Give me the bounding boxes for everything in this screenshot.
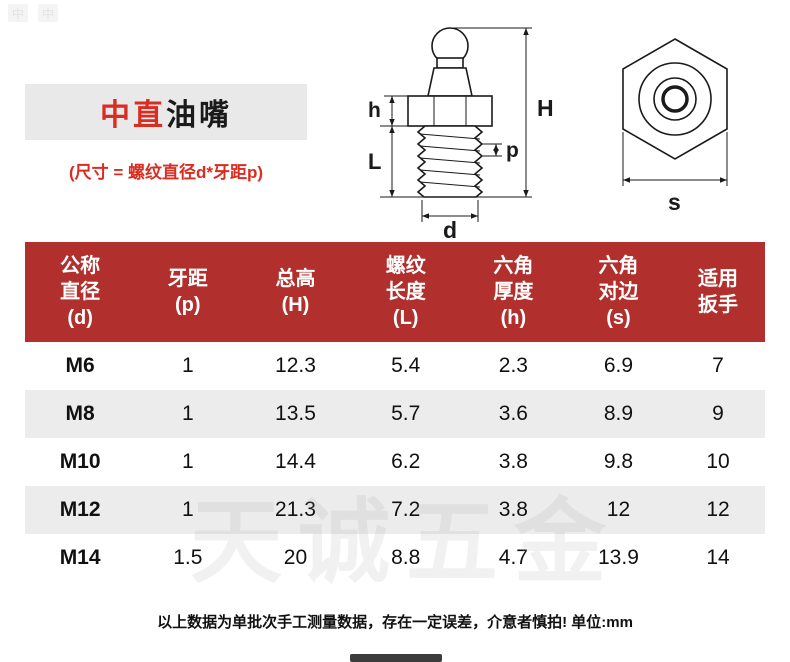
size-formula-note: (尺寸 = 螺纹直径d*牙距p) [68, 163, 264, 182]
hex-top-view-diagram [622, 38, 728, 160]
table-cell: 8.8 [391, 546, 421, 569]
table-cell: 3.8 [498, 498, 528, 521]
header-wrench-size: 适用 扳手 [670, 242, 765, 342]
table-cell: M8 [65, 402, 95, 425]
table-cell: 1.5 [173, 546, 203, 569]
header-nominal-diameter: 公称 直径 (d) [25, 242, 136, 342]
dim-label-d: d [443, 217, 457, 242]
table-cell: 6.9 [603, 354, 634, 377]
dim-label-s: s [668, 189, 681, 215]
table-cell: 5.4 [391, 354, 421, 377]
table-cell: 14 [706, 546, 730, 569]
dim-label-H: H [537, 95, 554, 121]
table-cell: M14 [59, 546, 101, 569]
dimension-lines [380, 27, 532, 222]
corner-watermark: 中 中 [8, 4, 58, 22]
table-cell: 13.9 [598, 546, 639, 569]
table-row: M12 1 21.3 7.2 3.8 12 12 [25, 486, 765, 534]
product-title-red: 中直 [100, 99, 166, 132]
table-cell: M6 [65, 354, 95, 377]
table-row: M14 1.5 20 8.8 4.7 13.9 14 [25, 534, 765, 582]
grease-nipple-diagram: h L H p d s [368, 27, 728, 243]
header-thread-length: 螺纹 长度 (L) [350, 242, 461, 342]
table-cell: 1 [181, 354, 194, 377]
table-cell: 3.8 [498, 450, 528, 473]
dim-label-h: h [368, 99, 381, 122]
table-cell: 7 [712, 354, 724, 377]
spec-table: 公称 直径 (d) 牙距 (p) 总高 (H) 螺纹 长度 (L) 六角 厚度 … [25, 242, 765, 582]
table-cell: 12 [706, 498, 730, 521]
table-cell: 10 [706, 450, 730, 473]
table-cell: 3.6 [498, 402, 528, 425]
table-cell: 1 [181, 498, 194, 521]
table-cell: M10 [59, 450, 101, 473]
corner-watermark-icon: 中 [38, 4, 58, 22]
table-row: M10 1 14.4 6.2 3.8 9.8 10 [25, 438, 765, 486]
header-total-height: 总高 (H) [240, 242, 351, 342]
dim-label-p: p [506, 139, 519, 162]
table-cell: 20 [283, 546, 308, 569]
table-cell: 6.2 [391, 450, 421, 473]
hex-dimension-lines [622, 132, 728, 186]
table-header-row: 公称 直径 (d) 牙距 (p) 总高 (H) 螺纹 长度 (L) 六角 厚度 … [25, 242, 765, 342]
table-cell: 9.8 [603, 450, 634, 473]
table-cell: 12.3 [275, 354, 316, 377]
table-row: M8 1 13.5 5.7 3.6 8.9 9 [25, 390, 765, 438]
table-cell: 7.2 [391, 498, 421, 521]
corner-watermark-icon: 中 [8, 4, 28, 22]
table-cell: 9 [712, 402, 724, 425]
header-hex-thickness: 六角 厚度 (h) [460, 242, 566, 342]
table-cell: 5.7 [391, 402, 421, 425]
table-cell: 21.3 [275, 498, 316, 521]
product-title: 中直 油嘴 [25, 84, 307, 140]
table-cell: 14.4 [275, 450, 316, 473]
table-cell: 2.3 [498, 354, 528, 377]
table-cell: 1 [181, 450, 194, 473]
header-hex-across-flats: 六角 对边 (s) [565, 242, 671, 342]
bottom-divider-bar [350, 654, 442, 662]
technical-drawing: h L H p d s [330, 4, 775, 243]
product-title-black: 油嘴 [166, 99, 232, 132]
table-cell: M12 [59, 498, 101, 521]
table-cell: 1 [181, 402, 194, 425]
table-cell: 8.9 [603, 402, 634, 425]
table-cell: 12 [606, 498, 631, 521]
dim-label-L: L [368, 149, 381, 174]
measurement-disclaimer: 以上数据为单批次手工测量数据，存在一定误差，介意者慎拍! 单位:mm [157, 614, 633, 631]
table-cell: 4.7 [498, 546, 528, 569]
table-cell: 13.5 [275, 402, 316, 425]
table-row: M6 1 12.3 5.4 2.3 6.9 7 [25, 342, 765, 390]
header-pitch: 牙距 (p) [135, 242, 241, 342]
side-view-diagram [407, 27, 493, 198]
